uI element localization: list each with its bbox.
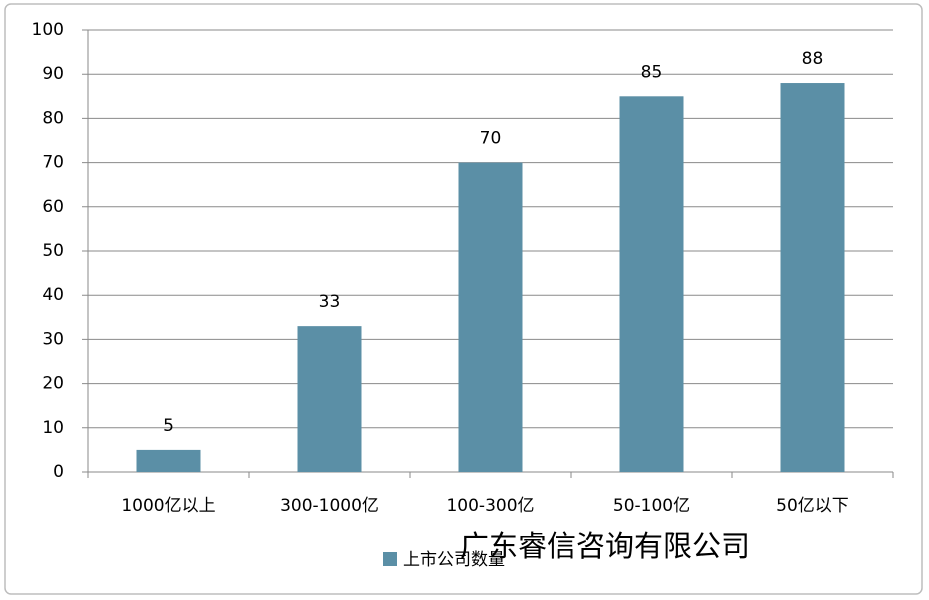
y-tick-label: 60 xyxy=(42,197,64,217)
y-tick-label: 50 xyxy=(42,241,64,261)
x-tick-label: 300-1000亿 xyxy=(280,496,379,516)
data-label: 85 xyxy=(641,62,663,82)
legend-swatch xyxy=(383,552,397,566)
y-tick-label: 80 xyxy=(42,108,64,128)
x-tick-label: 1000亿以上 xyxy=(121,496,215,516)
bar xyxy=(780,83,845,472)
y-tick-label: 10 xyxy=(42,418,64,438)
y-tick-label: 30 xyxy=(42,329,64,349)
y-tick-label: 20 xyxy=(42,374,64,394)
x-tick-label: 100-300亿 xyxy=(446,496,534,516)
y-tick-label: 70 xyxy=(42,153,64,173)
y-tick-label: 100 xyxy=(32,20,64,40)
bar xyxy=(619,96,684,473)
data-label: 5 xyxy=(163,416,174,436)
data-label: 70 xyxy=(480,129,502,149)
y-tick-label: 90 xyxy=(42,64,64,84)
x-tick-label: 50-100亿 xyxy=(613,496,690,516)
legend-label: 上市公司数量 xyxy=(403,550,505,570)
bar xyxy=(136,449,201,472)
bar xyxy=(297,326,362,472)
y-tick-label: 40 xyxy=(42,285,64,305)
x-tick-label: 50亿以下 xyxy=(776,496,849,516)
y-tick-label: 0 xyxy=(53,462,64,482)
watermark: 广东睿信咨询有限公司 xyxy=(460,529,750,563)
data-label: 88 xyxy=(802,49,824,69)
data-label: 33 xyxy=(319,292,341,312)
bar xyxy=(458,162,523,472)
